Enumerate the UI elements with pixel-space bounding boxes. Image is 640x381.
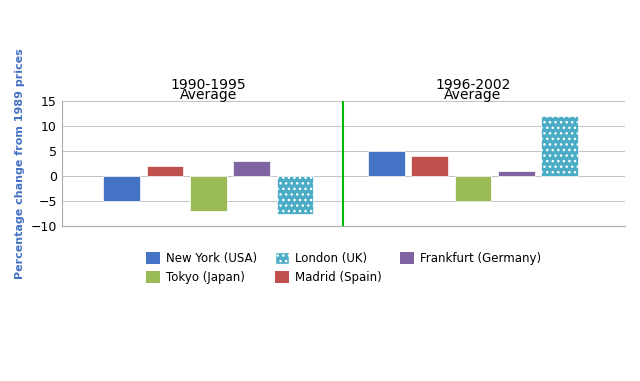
Text: 1996-2002: 1996-2002 <box>435 77 511 91</box>
Text: 1990-1995: 1990-1995 <box>170 77 246 91</box>
Y-axis label: Percentage change from 1989 prices: Percentage change from 1989 prices <box>15 48 25 279</box>
Bar <box>103 176 140 201</box>
Bar <box>147 166 183 176</box>
Legend: New York (USA), Tokyo (Japan), London (UK), Madrid (Spain), Frankfurt (Germany): New York (USA), Tokyo (Japan), London (U… <box>141 247 545 289</box>
Bar <box>276 176 313 214</box>
Bar <box>454 176 492 201</box>
Text: Average: Average <box>444 88 502 102</box>
Bar <box>190 176 227 211</box>
Bar <box>498 171 534 176</box>
Bar <box>368 151 404 176</box>
Text: Average: Average <box>180 88 237 102</box>
Bar <box>541 116 578 176</box>
Bar <box>412 156 448 176</box>
Bar <box>234 161 270 176</box>
